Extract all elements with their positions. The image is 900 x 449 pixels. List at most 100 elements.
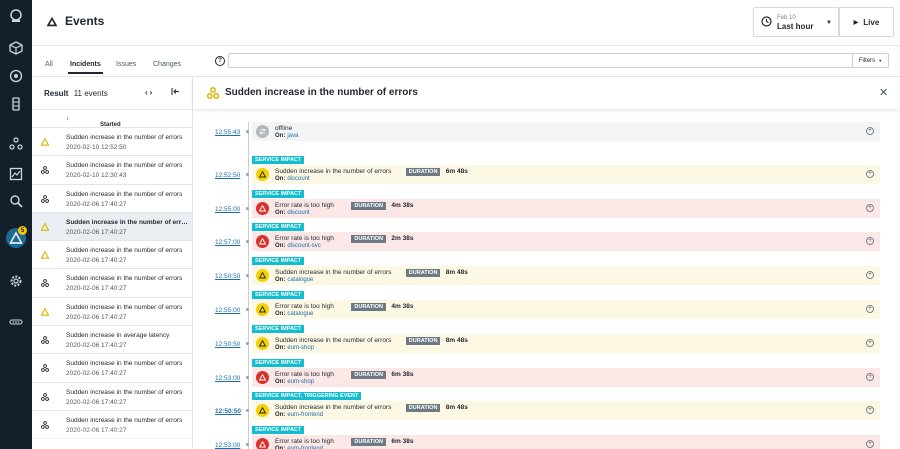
service-impact-tag: SERVICE IMPACT <box>252 223 305 232</box>
database-icon[interactable] <box>6 94 26 114</box>
event-entity: On: eum-shop <box>275 378 315 385</box>
cluster-icon <box>41 336 49 344</box>
list-item[interactable]: Sudden increase in the number of errors 2… <box>32 185 192 213</box>
event-card[interactable]: Sudden increase in the number of errors O… <box>252 266 880 286</box>
list-item-date: 2020-02-06 17:40:27 <box>66 370 127 378</box>
event-entity: On: eum-shop <box>275 344 315 351</box>
expand-icon[interactable]: + <box>866 127 874 135</box>
expand-icon[interactable]: + <box>866 169 874 178</box>
logo-icon[interactable] <box>6 6 26 26</box>
offline-icon <box>256 125 269 138</box>
critical-icon <box>256 201 269 215</box>
timeline-dot <box>246 443 249 447</box>
warning-icon <box>256 303 269 316</box>
list-item[interactable]: Sudden increase in the number of errors 2… <box>32 298 192 327</box>
entity-link[interactable]: eum-shop <box>287 378 315 385</box>
search-input[interactable]: Filters ▼ <box>228 53 889 68</box>
event-time-link[interactable]: 12:50:50 <box>215 273 241 281</box>
event-time-link[interactable]: 12:55:43 <box>215 129 241 136</box>
tab-changes[interactable]: Changes <box>153 61 182 68</box>
prev-page-icon[interactable]: ‹ <box>145 88 150 97</box>
duration-value: 6m 38s <box>391 370 414 378</box>
warning-icon <box>256 404 269 418</box>
list-item-date: 2020-02-06 17:40:27 <box>66 398 127 406</box>
expand-icon[interactable]: + <box>866 372 874 381</box>
filters-button[interactable]: Filters ▼ <box>852 54 888 67</box>
warning-icon <box>41 251 49 259</box>
timeline-dot <box>246 341 249 345</box>
entity-link[interactable]: eum-frontend <box>287 412 324 419</box>
detail-header: Sudden increase in the number of errors … <box>193 77 900 109</box>
collapse-panel-icon[interactable] <box>171 87 180 98</box>
expand-icon[interactable]: + <box>866 203 874 212</box>
event-time-link[interactable]: 12:55:00 <box>215 307 241 314</box>
event-card[interactable]: Sudden increase in the number of errors O… <box>252 164 880 184</box>
list-item[interactable]: Sudden increase in the number of errors 2… <box>32 241 192 270</box>
tab-all[interactable]: All <box>45 61 53 68</box>
event-time-link[interactable]: 12:53:00 <box>215 374 241 382</box>
event-card[interactable]: Sudden increase in the number of errors O… <box>252 401 880 421</box>
list-item[interactable]: Sudden increase in the number of errors 2… <box>32 156 192 185</box>
event-entity: On: catalogue <box>275 277 314 284</box>
settings-icon[interactable] <box>6 271 26 291</box>
entity-link[interactable]: discount <box>287 175 310 182</box>
list-item[interactable]: Sudden increase in the number of errors 2… <box>32 212 192 242</box>
cube-icon[interactable] <box>6 38 26 58</box>
entity-link[interactable]: discount <box>287 209 310 216</box>
tab-issues[interactable]: Issues <box>116 61 137 68</box>
list-item[interactable]: Sudden increase in the number of errors 2… <box>32 128 192 157</box>
expand-icon[interactable]: + <box>866 237 874 246</box>
service-impact-tag: SERVICE IMPACT <box>252 189 305 198</box>
list-column-header[interactable]: Started ↓ <box>32 109 192 128</box>
events-nav-icon[interactable]: 5 <box>6 226 27 248</box>
help-icon[interactable]: ? <box>215 56 225 66</box>
event-time-link[interactable]: 12:50:50 <box>215 408 242 416</box>
event-time-link[interactable]: 12:52:50 <box>215 171 241 179</box>
expand-icon[interactable]: + <box>866 271 874 280</box>
target-icon[interactable] <box>6 66 26 86</box>
close-icon[interactable]: ✕ <box>879 87 889 99</box>
next-page-icon[interactable]: › <box>149 88 155 97</box>
event-card[interactable]: Sudden increase in the number of errors O… <box>252 333 880 353</box>
list-item[interactable]: Sudden increase in the number of errors 2… <box>32 269 192 298</box>
tab-incidents[interactable]: Incidents <box>68 61 103 74</box>
entity-link[interactable]: catalogue <box>287 277 314 284</box>
event-entity: On: catalogue <box>275 311 314 317</box>
event-card[interactable]: Error rate is too high On: eum-shop DURATIO… <box>252 367 880 387</box>
list-item[interactable]: Sudden increase in average latency 2020-0… <box>32 326 192 355</box>
search-icon[interactable] <box>6 191 26 211</box>
event-time-link[interactable]: 12:55:00 <box>215 205 241 213</box>
dashboard-icon[interactable] <box>6 164 26 184</box>
list-item-date: 2020-02-06 17:40:27 <box>66 228 127 236</box>
event-card[interactable]: Error rate is too high On: catalogue DURATI… <box>252 300 880 319</box>
event-entity: On: discount <box>275 175 310 182</box>
list-item[interactable]: Sudden increase in the number of errors 2… <box>32 354 192 383</box>
result-label: Result <box>44 89 69 98</box>
column-started[interactable]: Started ↓ <box>66 116 121 128</box>
entity-link[interactable]: eum-shop <box>287 344 315 351</box>
time-value: Last hour <box>777 22 814 31</box>
time-range-picker[interactable]: Feb 10 Last hour ▼ <box>753 7 839 37</box>
apps-icon[interactable] <box>6 134 26 154</box>
expand-icon[interactable]: + <box>866 305 874 313</box>
entity-link[interactable]: discount-svc <box>287 243 321 250</box>
expand-icon[interactable]: + <box>866 440 874 449</box>
event-card[interactable]: offline On: java + <box>252 122 880 141</box>
list-item-title: Sudden increase in the number of errors <box>66 190 183 198</box>
entity-link[interactable]: eum-frontend <box>287 446 323 449</box>
more-icon[interactable] <box>6 312 26 332</box>
entity-link[interactable]: catalogue <box>287 311 314 317</box>
event-card[interactable]: Error rate is too high On: discount-svc DUR… <box>252 232 880 252</box>
live-button[interactable]: ▶ Live <box>839 7 894 37</box>
event-time-link[interactable]: 12:50:50 <box>215 340 241 348</box>
list-item[interactable]: Sudden increase in the number of errors 2… <box>32 383 192 411</box>
event-time-link[interactable]: 12:53:00 <box>215 442 241 449</box>
expand-icon[interactable]: + <box>866 338 874 347</box>
list-item-title: Sudden increase in the number of errors <box>66 416 183 424</box>
event-card[interactable]: Error rate is too high On: discount DURATIO… <box>252 198 880 218</box>
event-time-link[interactable]: 12:57:00 <box>215 239 241 247</box>
expand-icon[interactable]: + <box>866 406 874 415</box>
entity-link[interactable]: java <box>287 133 299 139</box>
result-summary: Result 11 events <box>44 89 108 98</box>
